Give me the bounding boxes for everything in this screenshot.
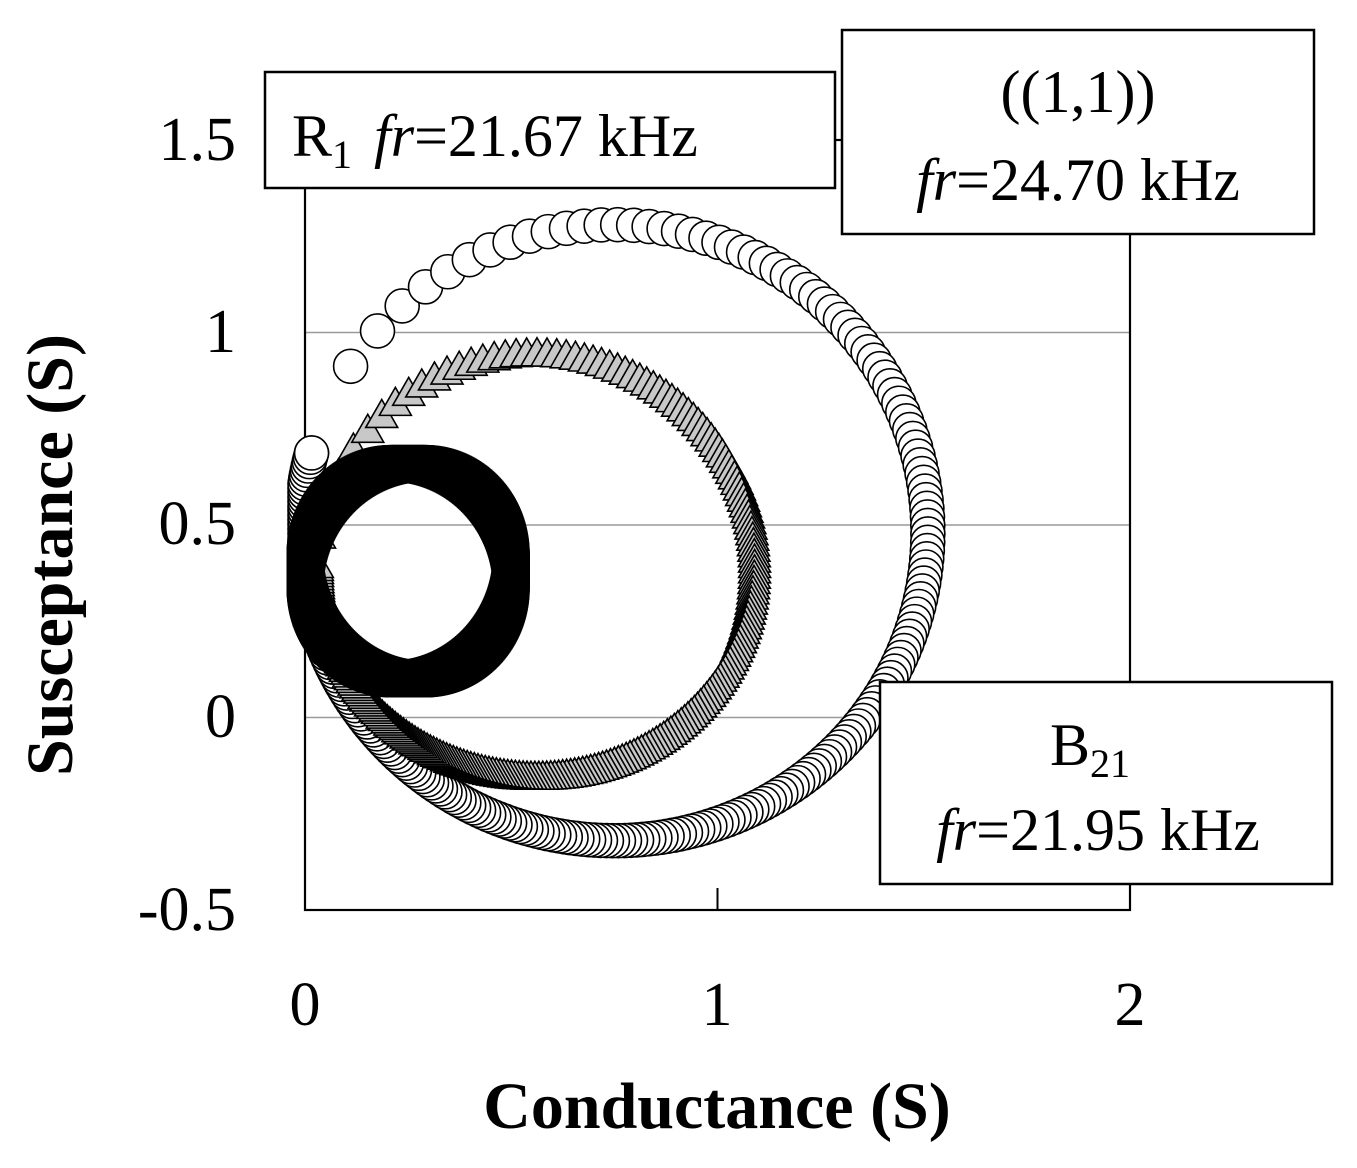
annotation-r1: R1 fr=21.67 kHz — [263, 70, 837, 190]
annotation-r1-fr: fr — [374, 103, 415, 169]
annotation-mode11-text: fr=24.70 kHz — [916, 147, 1240, 213]
annotation-b21: B21 fr=21.95 kHz — [878, 680, 1334, 886]
annotation-b21-fr: fr — [936, 797, 977, 863]
data-point-filled-diamond — [292, 589, 330, 627]
tick-labels: 1.5 1 0.5 0 -0.5 0 1 2 — [138, 106, 1146, 1039]
y-tick-label: 0.5 — [159, 490, 237, 558]
data-point-open-circle — [384, 288, 420, 324]
x-tick-label: 0 — [290, 971, 321, 1039]
y-tick-label: -0.5 — [138, 876, 236, 944]
annotation-r1-box — [263, 70, 837, 190]
annotation-mode11: ((1,1)) fr=24.70 kHz — [840, 28, 1316, 236]
annotation-mode11-box — [840, 28, 1316, 236]
y-tick-label: 1.5 — [159, 106, 237, 174]
data-point-gray-triangle — [350, 412, 386, 444]
annotation-r1-label: R — [292, 103, 332, 169]
data-point-open-circle — [332, 348, 369, 385]
annotation-mode11-value: =24.70 kHz — [956, 147, 1240, 213]
annotation-b21-value: =21.95 kHz — [976, 797, 1260, 863]
x-tick-label: 1 — [702, 971, 733, 1039]
annotation-r1-text: R1 fr=21.67 kHz — [292, 103, 698, 177]
y-tick-label: 1 — [205, 298, 236, 366]
annotation-b21-label: B — [1050, 712, 1090, 778]
annotation-r1-value: =21.67 kHz — [414, 103, 698, 169]
annotation-r1-subscript: 1 — [332, 132, 352, 177]
annotation-b21-text: B21 — [1050, 712, 1130, 786]
annotation-b21-box — [878, 680, 1334, 886]
annotation-b21-subscript: 21 — [1090, 741, 1130, 786]
y-tick-label: 0 — [205, 683, 236, 751]
data-point-open-circle — [359, 313, 396, 349]
x-tick-label: 2 — [1115, 971, 1146, 1039]
data-point-open-circle — [293, 435, 330, 471]
data-points — [286, 206, 946, 859]
annotation-b21-fr-text: fr=21.95 kHz — [936, 797, 1260, 863]
annotation-mode11-label: ((1,1)) — [1001, 59, 1156, 125]
x-axis-title: Conductance (S) — [483, 1070, 951, 1143]
y-axis-title: Susceptance (S) — [14, 334, 87, 776]
annotation-mode11-fr: fr — [916, 147, 957, 213]
